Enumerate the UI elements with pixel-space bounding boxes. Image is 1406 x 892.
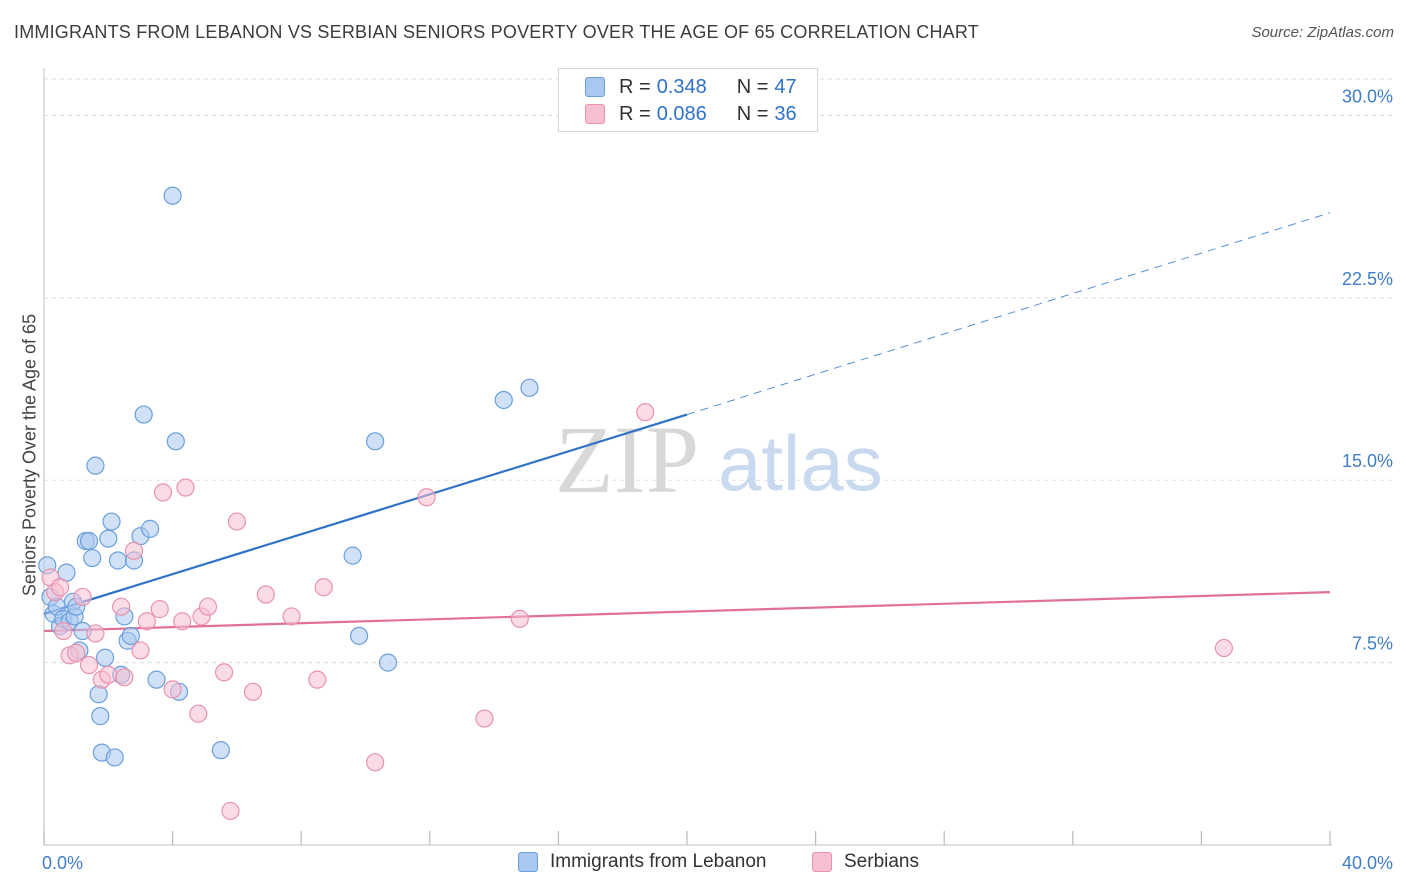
point-serbian <box>227 512 246 531</box>
point-lebanon <box>378 653 398 672</box>
point-serbian <box>475 709 494 728</box>
point-serbian <box>112 597 131 616</box>
point-lebanon <box>134 405 153 424</box>
point-serbian <box>221 801 240 821</box>
point-serbian <box>124 541 144 560</box>
point-lebanon <box>166 432 185 451</box>
legend-r-value: 0.348 <box>656 75 707 98</box>
point-serbian <box>79 655 99 675</box>
legend-r-label: R = <box>619 75 651 98</box>
point-serbian <box>67 643 86 662</box>
point-lebanon <box>108 551 128 570</box>
point-lebanon <box>520 378 539 397</box>
point-serbian <box>189 704 208 723</box>
legend-r-value: 0.086 <box>656 102 707 125</box>
y-tick-label: 15.0% <box>1342 451 1393 471</box>
point-serbian <box>308 670 327 689</box>
point-serbian <box>73 587 92 607</box>
trend-lines <box>43 212 1331 633</box>
point-serbian <box>131 641 150 660</box>
point-serbian <box>115 668 134 687</box>
point-lebanon <box>366 432 385 451</box>
y-tick-label: 22.5% <box>1342 269 1393 289</box>
point-serbian <box>243 682 263 701</box>
point-serbian <box>163 680 182 699</box>
point-lebanon <box>79 531 99 551</box>
legend-n-label: N = <box>736 102 769 125</box>
point-lebanon <box>99 529 118 548</box>
watermark-atlas: atlas <box>718 419 883 507</box>
point-serbian <box>214 663 234 682</box>
point-serbian <box>282 607 301 626</box>
point-serbian <box>1214 638 1234 658</box>
x-tick-label: 0.0% <box>42 853 83 873</box>
point-lebanon <box>102 512 121 531</box>
point-lebanon <box>105 748 124 767</box>
source-label: Source: ZipAtlas.com <box>1251 24 1394 41</box>
point-serbian <box>150 600 169 619</box>
point-lebanon <box>91 707 110 726</box>
point-lebanon <box>343 546 362 565</box>
bottom-legend-swatch-blue <box>518 852 538 872</box>
point-serbian <box>198 597 218 616</box>
y-tick-label: 30.0% <box>1342 86 1393 106</box>
point-serbian <box>173 612 192 631</box>
legend-row-lebanon: R = 0.348 N = 47 <box>585 75 797 99</box>
legend-row-serbians: R = 0.086 N = 36 <box>585 102 797 126</box>
point-lebanon <box>349 626 369 645</box>
point-lebanon <box>86 456 105 475</box>
watermark-zip: ZIP <box>555 406 699 513</box>
point-serbian <box>417 488 436 507</box>
point-lebanon <box>494 390 513 410</box>
axes <box>43 68 1332 846</box>
point-serbian <box>256 585 275 604</box>
bottom-legend-label: Serbians <box>844 851 919 872</box>
bottom-legend-swatch-pink <box>812 852 832 872</box>
point-serbian <box>636 403 655 422</box>
point-serbian <box>366 753 385 772</box>
point-lebanon <box>211 741 230 760</box>
legend-swatch-blue <box>585 77 605 97</box>
bottom-legend-serbians: Serbians <box>812 851 919 873</box>
point-serbian <box>137 612 156 631</box>
bottom-legend-lebanon: Immigrants from Lebanon <box>518 851 767 873</box>
legend-r-label: R = <box>619 102 651 125</box>
point-serbian <box>86 624 105 643</box>
legend-n-value: 36 <box>774 102 797 125</box>
trend-line-lebanon <box>43 413 688 616</box>
gridlines <box>44 78 1392 664</box>
point-lebanon <box>140 519 160 538</box>
x-tick-label: 40.0% <box>1342 853 1393 873</box>
trend-line-lebanon-extended <box>686 212 1331 416</box>
point-lebanon <box>163 186 182 205</box>
bottom-legend-label: Immigrants from Lebanon <box>550 851 767 872</box>
point-lebanon <box>121 626 140 645</box>
legend-swatch-pink <box>585 104 605 124</box>
legend: R = 0.348 N = 47 R = 0.086 N = 36 <box>558 68 818 132</box>
point-lebanon <box>95 648 115 667</box>
point-lebanon <box>83 548 102 568</box>
y-tick-label: 7.5% <box>1352 634 1393 654</box>
point-serbian <box>99 665 118 684</box>
point-serbian <box>314 578 333 597</box>
trend-line-serbians <box>43 590 1331 633</box>
point-serbian <box>510 609 529 628</box>
point-serbian <box>176 478 195 497</box>
point-serbian <box>54 621 73 641</box>
data-points <box>38 186 1234 821</box>
legend-n-label: N = <box>736 75 769 98</box>
point-serbian <box>153 483 173 502</box>
point-serbian <box>50 578 70 597</box>
y-axis-label: Seniors Poverty Over the Age of 65 <box>19 313 40 597</box>
chart-title: IMMIGRANTS FROM LEBANON VS SERBIAN SENIO… <box>14 22 979 42</box>
point-lebanon <box>147 670 166 689</box>
tick-labels: 7.5% 15.0% 22.5% 30.0% 0.0% 40.0% <box>42 86 1393 873</box>
legend-n-value: 47 <box>774 75 797 98</box>
